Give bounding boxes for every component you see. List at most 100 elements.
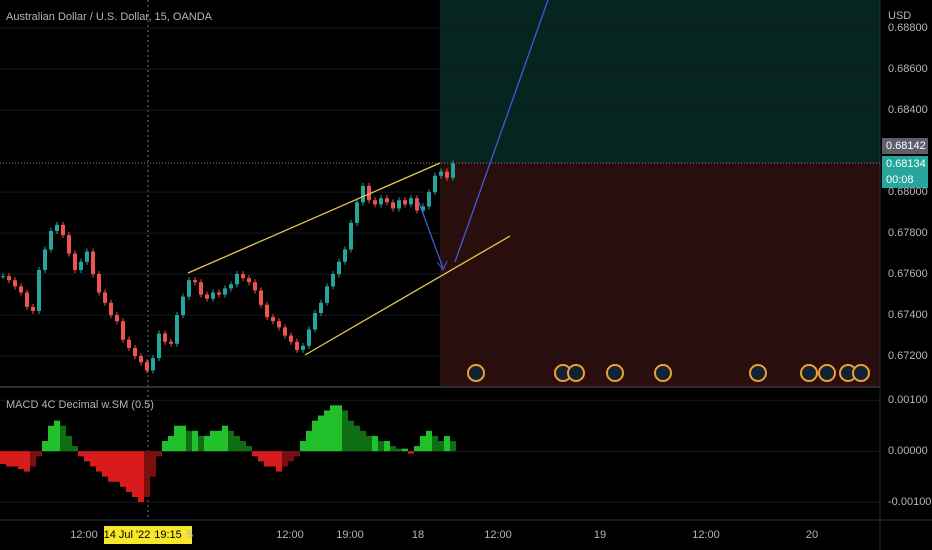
histogram-bar bbox=[312, 420, 318, 452]
time-label: 12:00 bbox=[692, 529, 720, 541]
candle bbox=[61, 224, 65, 236]
y-tick-label: 0.68400 bbox=[888, 104, 928, 116]
candle bbox=[421, 206, 425, 211]
y-tick-label: -0.00100 bbox=[888, 496, 931, 508]
channel-top bbox=[187, 162, 441, 274]
macd-title: MACD 4C Decimal w.SM (0.5) bbox=[6, 399, 154, 411]
histogram-bar bbox=[162, 441, 168, 452]
histogram-bar bbox=[348, 420, 354, 452]
histogram-bar bbox=[78, 451, 84, 457]
candle bbox=[379, 198, 383, 205]
histogram-bar bbox=[54, 420, 60, 452]
candle bbox=[409, 198, 413, 205]
histogram-bar bbox=[360, 430, 366, 452]
candle bbox=[187, 280, 191, 297]
candle bbox=[247, 278, 251, 283]
candle bbox=[427, 192, 431, 207]
candle bbox=[145, 362, 149, 371]
candle bbox=[439, 171, 443, 176]
histogram-bar bbox=[420, 435, 426, 452]
histogram-bar bbox=[378, 441, 384, 452]
histogram-bar bbox=[144, 451, 150, 498]
profit-zone bbox=[440, 0, 880, 163]
histogram-bar bbox=[384, 441, 390, 452]
histogram-bar bbox=[402, 448, 408, 452]
candle bbox=[433, 175, 437, 193]
y-tick-label: 0.67400 bbox=[888, 309, 928, 321]
candle bbox=[175, 315, 179, 344]
histogram-bar bbox=[132, 451, 138, 498]
candle bbox=[25, 292, 29, 307]
candle bbox=[127, 339, 131, 348]
candle bbox=[271, 317, 275, 322]
histogram-bar bbox=[228, 430, 234, 452]
high-tag-box bbox=[882, 138, 928, 154]
candle bbox=[283, 327, 287, 336]
arrow-head bbox=[436, 260, 448, 271]
time-label: 18 bbox=[412, 529, 424, 541]
candle bbox=[331, 274, 335, 287]
candle bbox=[211, 292, 215, 299]
histogram-bar bbox=[318, 415, 324, 452]
candle bbox=[373, 200, 377, 205]
last-tag: 0.68134 bbox=[886, 158, 926, 170]
candle bbox=[391, 202, 395, 209]
candle bbox=[91, 251, 95, 275]
candle bbox=[343, 249, 347, 262]
y-tick-label: 0.68600 bbox=[888, 63, 928, 75]
candle bbox=[199, 282, 203, 295]
candle bbox=[307, 329, 311, 346]
histogram-bar bbox=[390, 446, 396, 452]
candle bbox=[121, 321, 125, 340]
histogram-bar bbox=[408, 451, 414, 454]
histogram-bar bbox=[222, 425, 228, 452]
histogram-bar bbox=[252, 451, 258, 457]
candle bbox=[13, 280, 17, 287]
histogram-bar bbox=[102, 451, 108, 477]
histogram-bar bbox=[48, 425, 54, 452]
histogram-bar bbox=[264, 451, 270, 467]
candle bbox=[301, 345, 305, 350]
candle bbox=[217, 292, 221, 295]
histogram-bar bbox=[354, 425, 360, 452]
candle bbox=[205, 294, 209, 299]
y-tick-label: 0.67800 bbox=[888, 227, 928, 239]
histogram-bar bbox=[168, 435, 174, 452]
histogram-bar bbox=[210, 430, 216, 452]
candle bbox=[235, 274, 239, 285]
histogram-bar bbox=[294, 451, 300, 457]
histogram-bar bbox=[6, 451, 12, 467]
candle bbox=[85, 251, 89, 262]
candle bbox=[31, 306, 35, 311]
candle bbox=[229, 284, 233, 289]
histogram-bar bbox=[426, 430, 432, 452]
y-tick-label: 0.00000 bbox=[888, 445, 928, 457]
y-tick-label: 0.67200 bbox=[888, 350, 928, 362]
arrow-down bbox=[417, 199, 444, 269]
histogram-bar bbox=[60, 425, 66, 452]
candle bbox=[397, 200, 401, 209]
histogram-bar bbox=[96, 451, 102, 472]
candle bbox=[355, 202, 359, 223]
histogram-bar bbox=[0, 451, 6, 464]
candle bbox=[265, 304, 269, 318]
candle bbox=[43, 249, 47, 270]
time-label: 19 bbox=[594, 529, 606, 541]
candle bbox=[55, 224, 59, 232]
event-icons bbox=[467, 364, 870, 382]
last-tag-box bbox=[882, 156, 928, 188]
histogram-bar bbox=[234, 435, 240, 452]
candle bbox=[73, 253, 77, 270]
channel-bottom bbox=[304, 235, 511, 356]
histogram-bar bbox=[174, 425, 180, 452]
histogram-bar bbox=[198, 435, 204, 452]
high-tag: 0.68142 bbox=[886, 140, 926, 152]
time-label: 20 bbox=[806, 529, 818, 541]
histogram-bar bbox=[90, 451, 96, 467]
histogram-bar bbox=[336, 405, 342, 452]
candle bbox=[337, 261, 341, 275]
histogram-bar bbox=[288, 451, 294, 462]
candle bbox=[139, 356, 143, 363]
histogram-bar bbox=[324, 410, 330, 452]
